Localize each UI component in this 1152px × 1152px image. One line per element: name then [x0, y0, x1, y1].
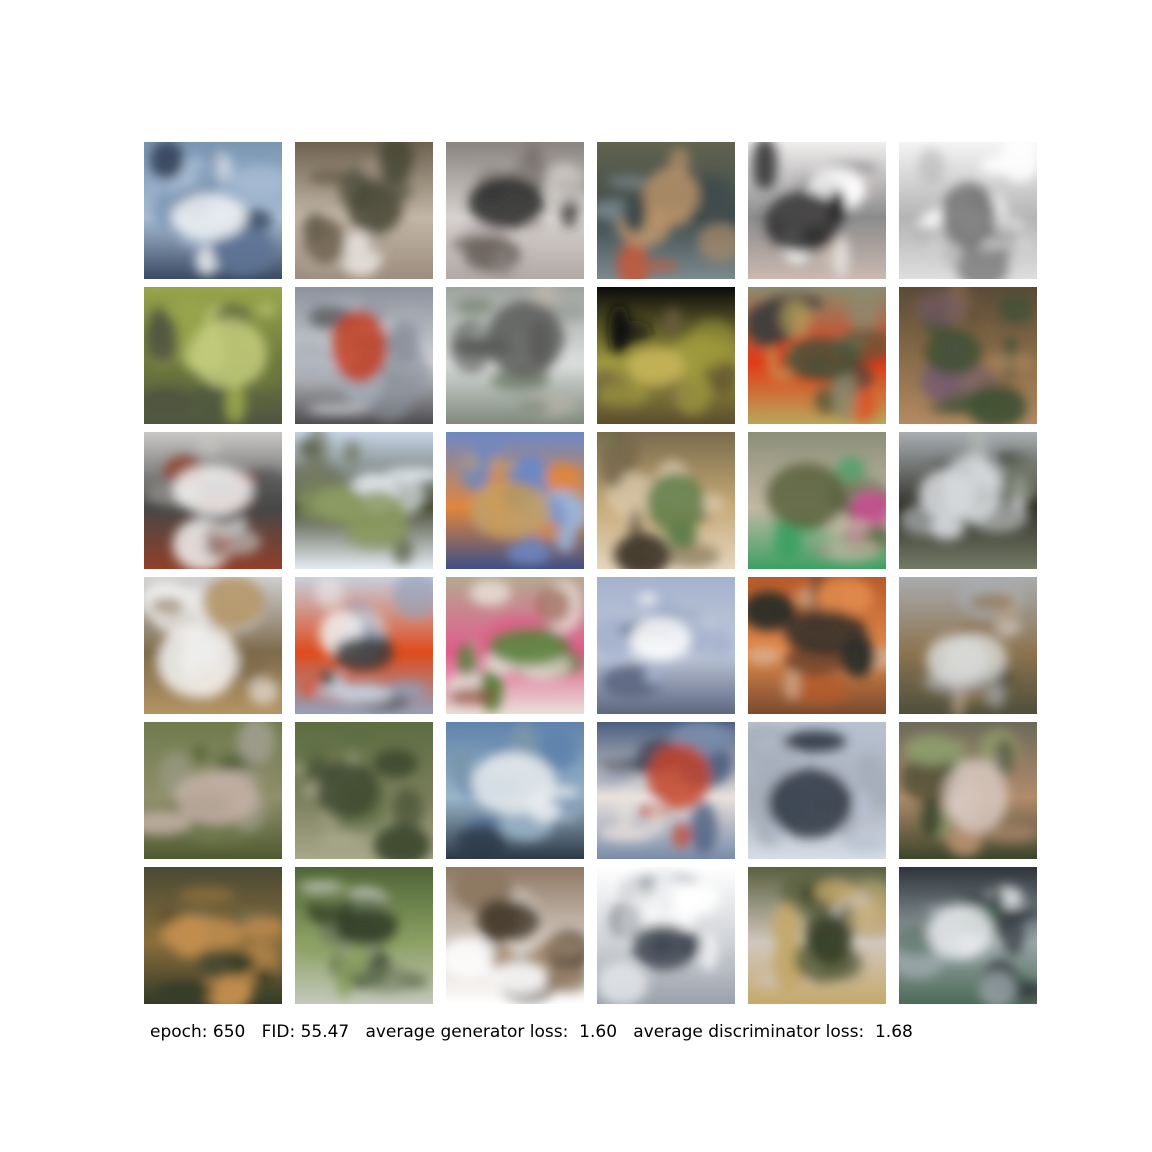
- sample-image: [899, 722, 1037, 859]
- sample-image: [144, 722, 282, 859]
- sample-image-pixels: [446, 867, 584, 1004]
- sample-grid: [144, 142, 1037, 1004]
- sample-image-pixels: [899, 287, 1037, 424]
- sample-image-pixels: [748, 722, 886, 859]
- sample-image: [748, 867, 886, 1004]
- sample-image: [144, 867, 282, 1004]
- training-stats-caption: epoch: 650 FID: 55.47 average generator …: [150, 1022, 913, 1042]
- sample-image: [899, 432, 1037, 569]
- sample-image: [597, 577, 735, 714]
- sample-image: [295, 722, 433, 859]
- sample-image-pixels: [899, 142, 1037, 279]
- sample-image-pixels: [144, 722, 282, 859]
- sample-image-pixels: [748, 577, 886, 714]
- sample-image-pixels: [748, 142, 886, 279]
- sample-image: [295, 142, 433, 279]
- sample-image: [899, 867, 1037, 1004]
- sample-image: [295, 432, 433, 569]
- sample-image: [446, 287, 584, 424]
- sample-image: [144, 142, 282, 279]
- sample-image-pixels: [597, 722, 735, 859]
- sample-image: [597, 432, 735, 569]
- sample-image-pixels: [144, 142, 282, 279]
- sample-image-pixels: [295, 577, 433, 714]
- sample-image: [597, 867, 735, 1004]
- sample-image-pixels: [295, 722, 433, 859]
- sample-image-pixels: [295, 432, 433, 569]
- sample-image: [597, 287, 735, 424]
- sample-image-pixels: [748, 867, 886, 1004]
- sample-image-pixels: [144, 287, 282, 424]
- sample-image: [597, 142, 735, 279]
- sample-image: [748, 577, 886, 714]
- sample-image-pixels: [597, 287, 735, 424]
- sample-image: [748, 287, 886, 424]
- sample-image-pixels: [899, 432, 1037, 569]
- sample-image: [899, 577, 1037, 714]
- sample-image: [446, 142, 584, 279]
- sample-image: [446, 577, 584, 714]
- sample-image: [446, 867, 584, 1004]
- sample-image: [899, 142, 1037, 279]
- sample-image-pixels: [446, 577, 584, 714]
- sample-image-pixels: [597, 867, 735, 1004]
- sample-image: [748, 722, 886, 859]
- sample-image-pixels: [597, 577, 735, 714]
- sample-image-pixels: [295, 142, 433, 279]
- sample-image-pixels: [144, 867, 282, 1004]
- sample-image: [144, 287, 282, 424]
- sample-image: [144, 577, 282, 714]
- sample-image-pixels: [597, 142, 735, 279]
- sample-image: [597, 722, 735, 859]
- sample-image-pixels: [899, 722, 1037, 859]
- sample-image: [295, 287, 433, 424]
- sample-image-pixels: [144, 577, 282, 714]
- sample-image-pixels: [748, 287, 886, 424]
- sample-image-pixels: [899, 577, 1037, 714]
- sample-image: [899, 287, 1037, 424]
- sample-image-pixels: [295, 287, 433, 424]
- sample-image-pixels: [446, 432, 584, 569]
- sample-image: [446, 722, 584, 859]
- sample-image-pixels: [446, 287, 584, 424]
- sample-image-pixels: [899, 867, 1037, 1004]
- sample-image: [446, 432, 584, 569]
- sample-image-pixels: [295, 867, 433, 1004]
- sample-image-pixels: [144, 432, 282, 569]
- sample-image-pixels: [597, 432, 735, 569]
- sample-image: [295, 577, 433, 714]
- sample-image-pixels: [446, 142, 584, 279]
- sample-image: [748, 142, 886, 279]
- sample-image: [748, 432, 886, 569]
- sample-image: [295, 867, 433, 1004]
- sample-image-pixels: [748, 432, 886, 569]
- sample-image: [144, 432, 282, 569]
- sample-image-pixels: [446, 722, 584, 859]
